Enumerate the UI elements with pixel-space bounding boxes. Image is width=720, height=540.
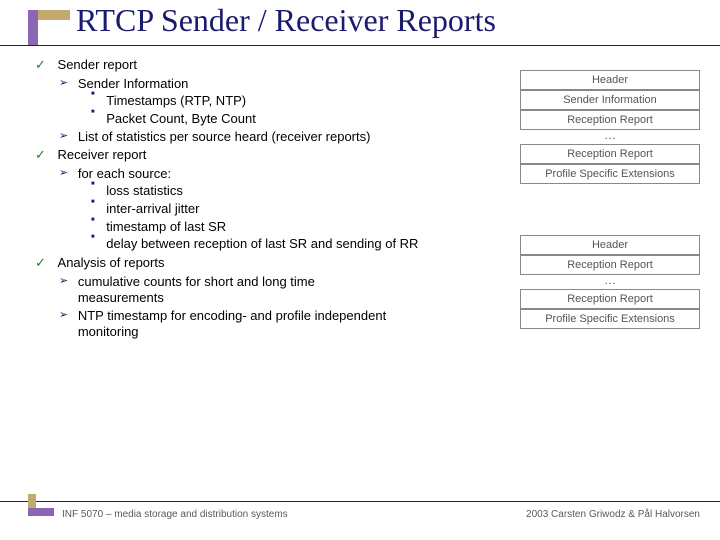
text-timestamps: Timestamps (RTP, NTP)	[106, 93, 246, 110]
diagram-row: Profile Specific Extensions	[520, 164, 700, 184]
chevron-icon: ➢	[59, 166, 68, 180]
diagram-row: Header	[520, 235, 700, 255]
diagram-row: Header	[520, 70, 700, 90]
text-loss: loss statistics	[106, 183, 183, 200]
footer-right: 2003 Carsten Griwodz & Pål Halvorsen	[526, 509, 700, 520]
square-icon: ■	[91, 199, 95, 207]
diagram-row: Reception Report	[520, 255, 700, 275]
text-delay: delay between reception of last SR and s…	[106, 236, 418, 253]
text-jitter: inter-arrival jitter	[106, 201, 199, 218]
diagram-row: Profile Specific Extensions	[520, 309, 700, 329]
slide: RTCP Sender / Receiver Reports ✓ Sender …	[0, 0, 720, 540]
bullet-analysis: ✓ Analysis of reports	[35, 255, 455, 272]
text-last-sr: timestamp of last SR	[106, 219, 226, 236]
chevron-icon: ➢	[59, 76, 68, 90]
diagram-row: Reception Report	[520, 110, 700, 130]
footer-rule	[0, 501, 720, 502]
bullet-sender-report: ✓ Sender report	[35, 57, 455, 74]
content-area: ✓ Sender report ➢ Sender Information ■ T…	[35, 55, 455, 342]
diagram-sender-report: Header Sender Information Reception Repo…	[520, 70, 700, 184]
bullet-ntp: ➢ NTP timestamp for encoding- and profil…	[59, 308, 455, 341]
square-icon: ■	[91, 109, 95, 117]
diagram-row: Reception Report	[520, 289, 700, 309]
diagram-ellipsis: …	[520, 275, 700, 289]
square-icon: ■	[91, 181, 95, 189]
bullet-timestamps: ■ Timestamps (RTP, NTP)	[91, 93, 455, 110]
bullet-counts: ■ Packet Count, Byte Count	[91, 111, 455, 128]
bullet-jitter: ■ inter-arrival jitter	[91, 201, 455, 218]
chevron-icon: ➢	[59, 308, 68, 322]
bullet-foreach: ➢ for each source:	[59, 166, 455, 183]
footer-left: INF 5070 – media storage and distributio…	[62, 509, 288, 520]
bullet-last-sr: ■ timestamp of last SR	[91, 219, 455, 236]
bullet-delay: ■ delay between reception of last SR and…	[91, 236, 455, 253]
slide-title: RTCP Sender / Receiver Reports	[76, 2, 496, 39]
title-rule	[0, 45, 720, 46]
chevron-icon: ➢	[59, 129, 68, 143]
check-icon: ✓	[35, 255, 46, 272]
diagram-receiver-report: Header Reception Report … Reception Repo…	[520, 235, 700, 329]
text-sender-info: Sender Information	[78, 76, 189, 93]
accent-vertical	[28, 10, 38, 46]
check-icon: ✓	[35, 147, 46, 164]
square-icon: ■	[91, 217, 95, 225]
chevron-icon: ➢	[59, 274, 68, 288]
text-receiver-report: Receiver report	[58, 147, 147, 164]
square-icon: ■	[91, 91, 95, 99]
bullet-receiver-report: ✓ Receiver report	[35, 147, 455, 164]
bullet-loss: ■ loss statistics	[91, 183, 455, 200]
diagram-row: Reception Report	[520, 144, 700, 164]
text-stats: List of statistics per source heard (rec…	[78, 129, 371, 146]
diagram-row: Sender Information	[520, 90, 700, 110]
bullet-sender-info: ➢ Sender Information	[59, 76, 455, 93]
diagram-ellipsis: …	[520, 130, 700, 144]
text-analysis: Analysis of reports	[58, 255, 165, 272]
text-counts: Packet Count, Byte Count	[106, 111, 256, 128]
bullet-stats: ➢ List of statistics per source heard (r…	[59, 129, 455, 146]
text-cumulative: cumulative counts for short and long tim…	[78, 274, 398, 307]
bullet-cumulative: ➢ cumulative counts for short and long t…	[59, 274, 455, 307]
text-ntp: NTP timestamp for encoding- and profile …	[78, 308, 398, 341]
text-sender-report: Sender report	[58, 57, 138, 74]
square-icon: ■	[91, 234, 95, 242]
check-icon: ✓	[35, 57, 46, 74]
text-foreach: for each source:	[78, 166, 171, 183]
footer-accent-purple	[28, 508, 54, 516]
